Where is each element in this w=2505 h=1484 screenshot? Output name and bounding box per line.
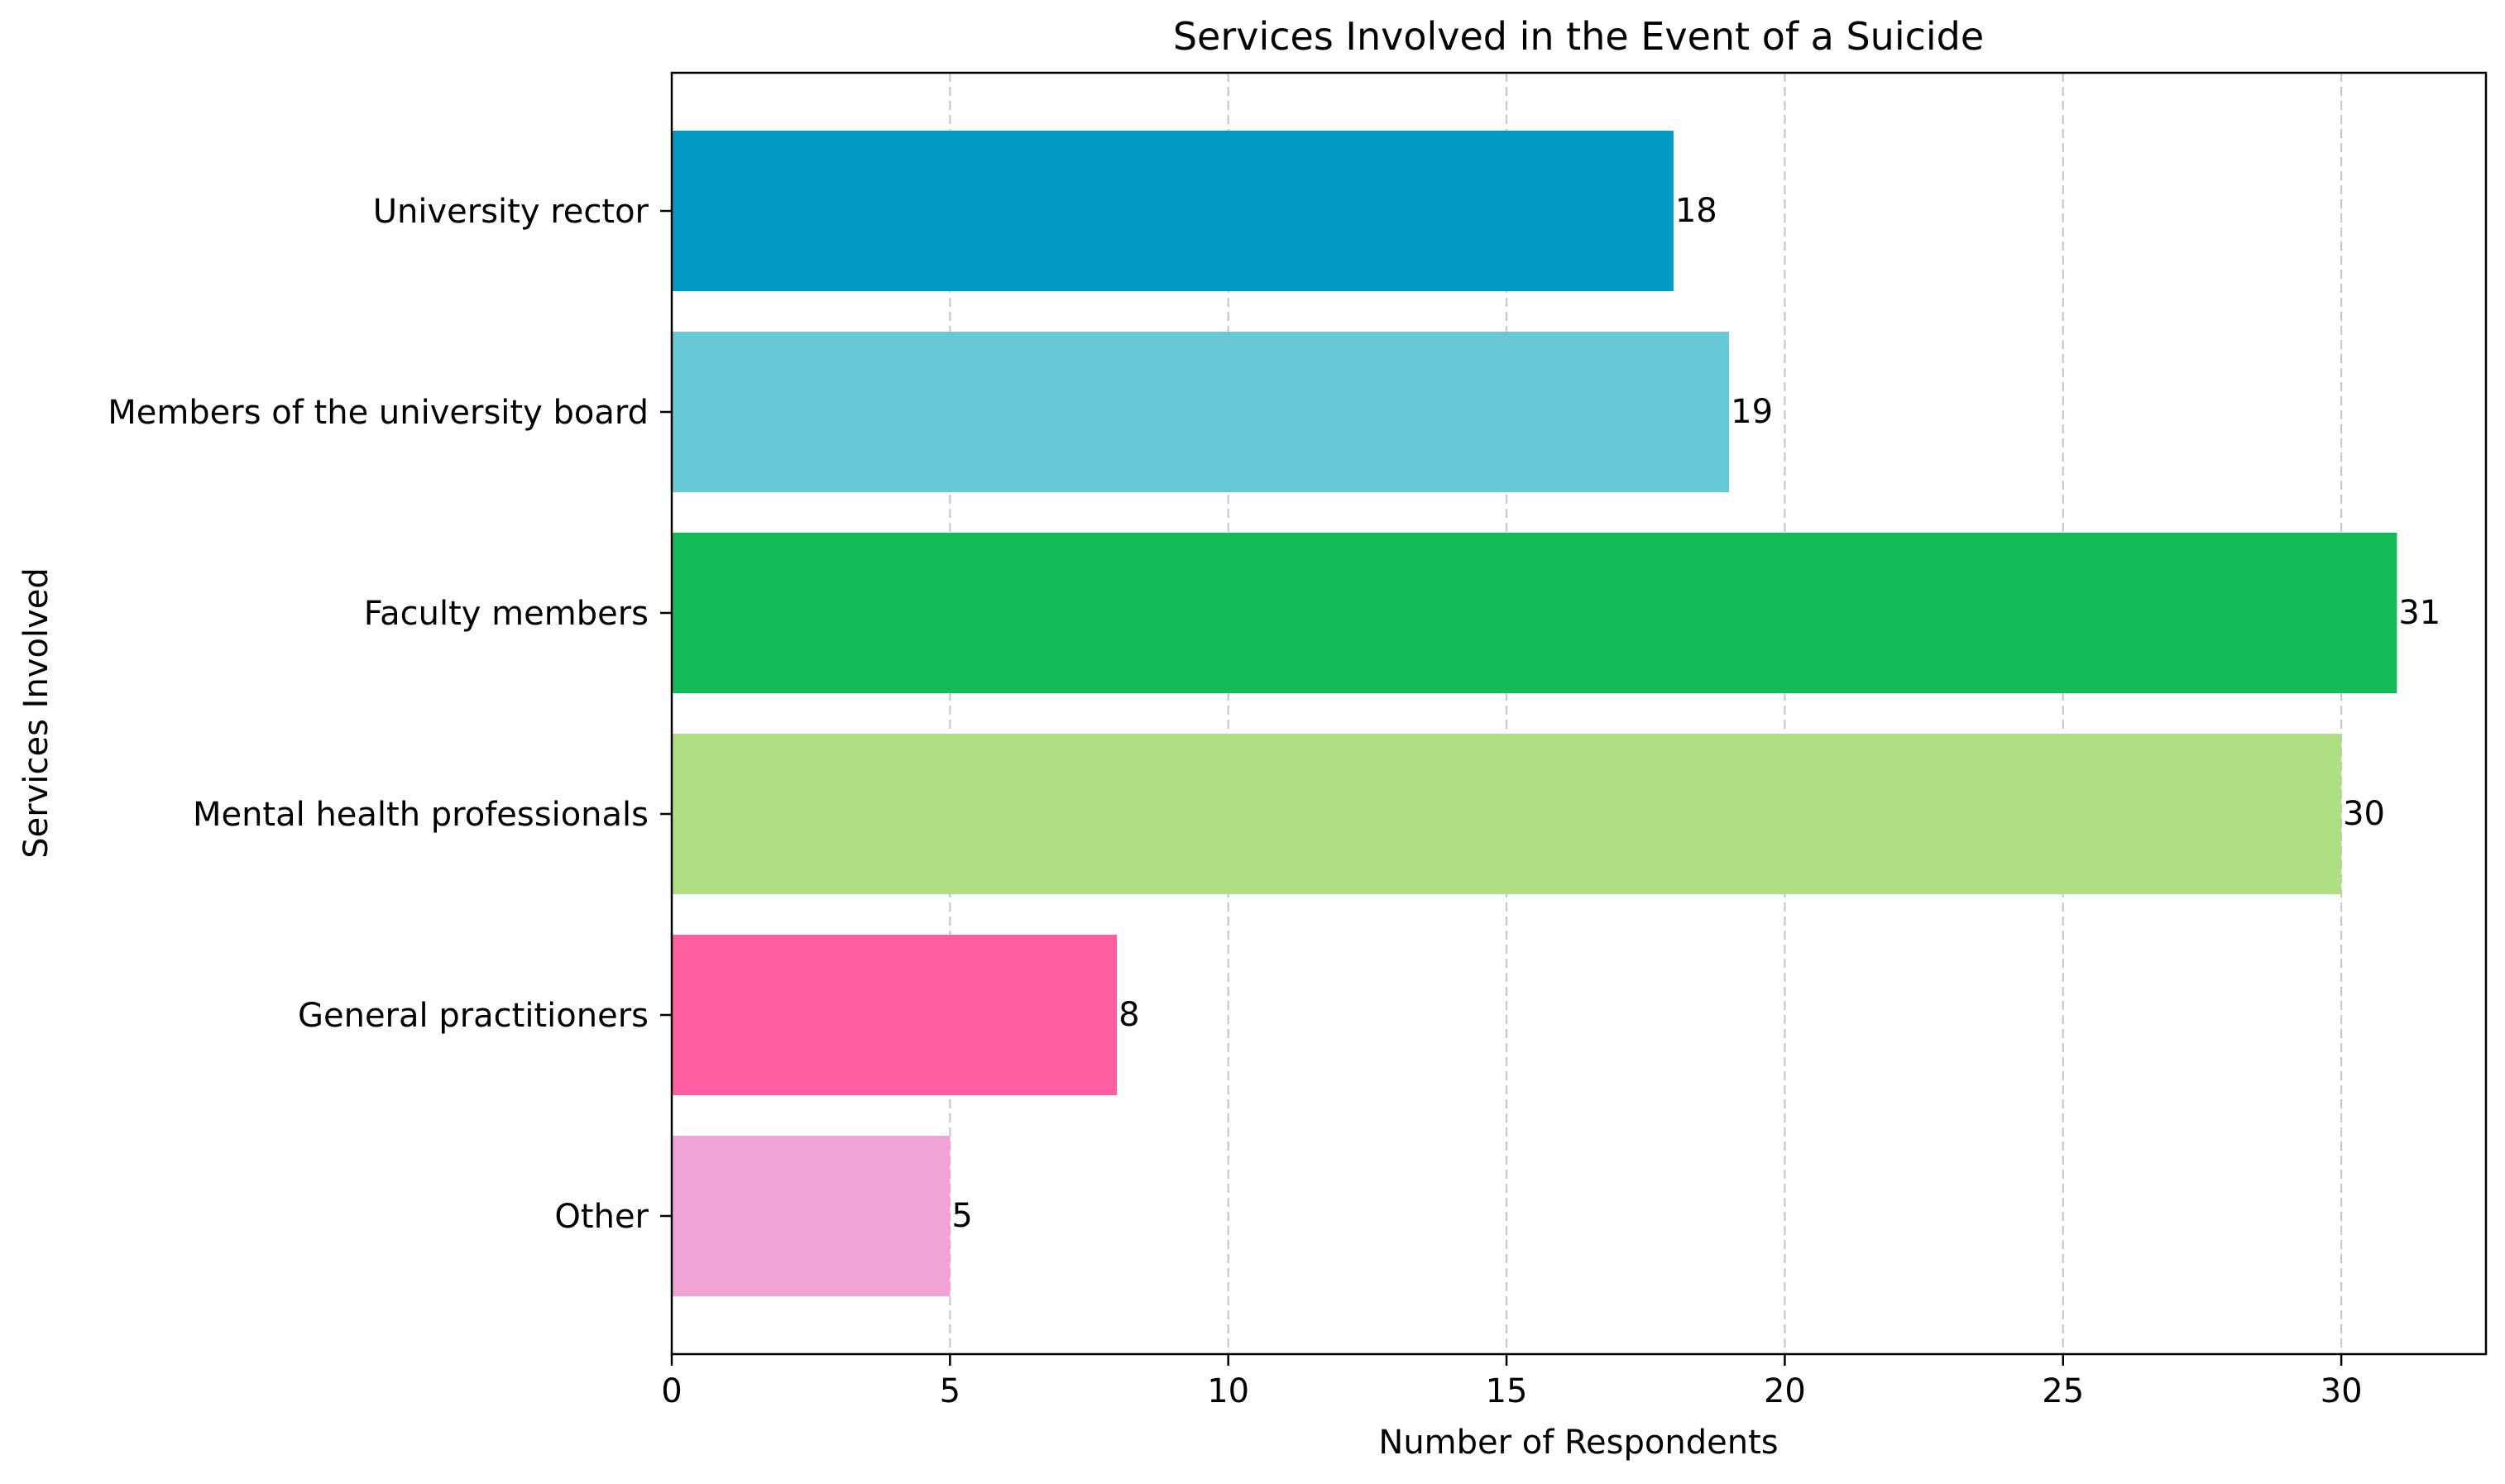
x-tick-label: 0 (661, 1372, 682, 1410)
y-tick-label: Faculty members (364, 595, 649, 633)
plot-area-frame (670, 71, 2488, 1356)
y-tick-label: Other (554, 1198, 649, 1236)
bar-value-label: 30 (2343, 795, 2385, 833)
bar-value-label: 31 (2398, 594, 2440, 632)
x-tick-label: 5 (940, 1372, 960, 1410)
y-axis-ticks: University rector Members of the universi… (108, 193, 672, 1236)
x-tick-label: 30 (2321, 1372, 2363, 1410)
y-tick-label: Mental health professionals (193, 796, 649, 834)
x-tick-label: 15 (1486, 1372, 1528, 1410)
chart-title: Services Involved in the Event of a Suic… (1173, 14, 1984, 59)
y-tick-label: University rector (373, 193, 649, 231)
bar-value-label: 18 (1675, 192, 1717, 230)
bar-general-practitioners (672, 935, 1118, 1095)
bar-other (672, 1136, 951, 1296)
x-axis-label: Number of Respondents (1378, 1424, 1778, 1462)
x-tick-label: 25 (2042, 1372, 2084, 1410)
value-labels: 18 19 31 30 8 5 (951, 192, 2440, 1235)
x-axis-ticks: 0 5 10 15 20 25 30 (661, 1354, 2363, 1410)
y-tick-label: Members of the university board (108, 394, 649, 432)
bar-value-label: 8 (1118, 996, 1139, 1034)
bar-faculty-members (672, 533, 2397, 693)
bar-members-of-the-university-board (672, 332, 1730, 492)
x-tick-label: 20 (1764, 1372, 1806, 1410)
bar-value-label: 19 (1731, 393, 1773, 431)
bar-value-label: 5 (951, 1197, 972, 1235)
bars (672, 131, 2397, 1296)
bar-mental-health-professionals (672, 734, 2342, 894)
y-axis-label: Services Involved (17, 567, 55, 858)
y-tick-label: General practitioners (298, 997, 649, 1035)
x-tick-label: 10 (1207, 1372, 1249, 1410)
bar-university-rector (672, 131, 1674, 291)
